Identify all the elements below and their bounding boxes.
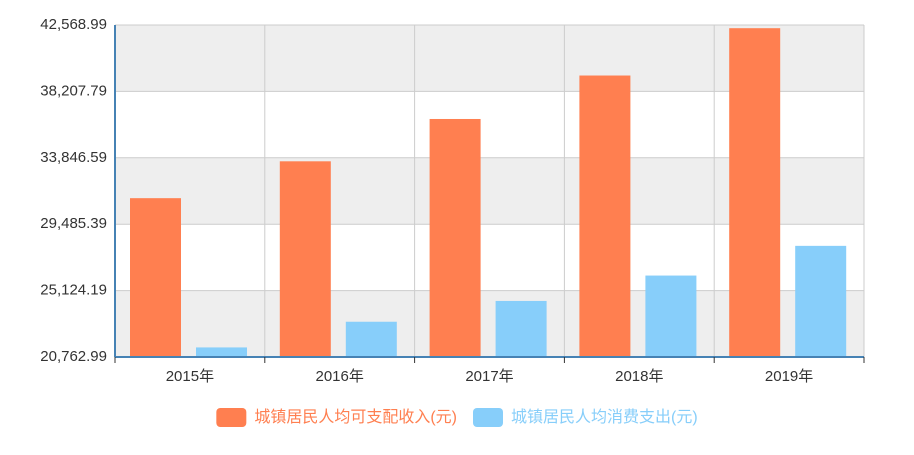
x-tick-label: 2018年 [615, 368, 663, 385]
bar [579, 75, 631, 357]
bar [645, 275, 697, 357]
y-tick-label: 33,846.59 [40, 149, 107, 166]
x-tick-label: 2016年 [316, 368, 364, 385]
bar [795, 245, 847, 357]
legend-label[interactable]: 城镇居民人均可支配收入(元) [254, 408, 457, 426]
bar [279, 161, 331, 357]
bar [130, 198, 181, 357]
legend-swatch[interactable] [216, 408, 247, 427]
y-tick-label: 42,568.99 [40, 16, 107, 33]
y-tick-label: 20,762.99 [40, 348, 107, 365]
bar [196, 347, 247, 357]
bar [429, 118, 481, 357]
legend-swatch[interactable] [473, 408, 503, 427]
bar [345, 321, 397, 357]
x-tick-label: 2019年 [765, 368, 813, 385]
bar [495, 300, 547, 357]
bar [729, 28, 781, 357]
x-tick-label: 2015年 [166, 368, 214, 385]
y-tick-label: 38,207.79 [40, 82, 107, 99]
legend-label[interactable]: 城镇居民人均消费支出(元) [511, 408, 698, 426]
y-tick-label: 29,485.39 [40, 215, 107, 232]
y-tick-label: 25,124.19 [40, 282, 107, 299]
x-tick-label: 2017年 [465, 368, 513, 385]
